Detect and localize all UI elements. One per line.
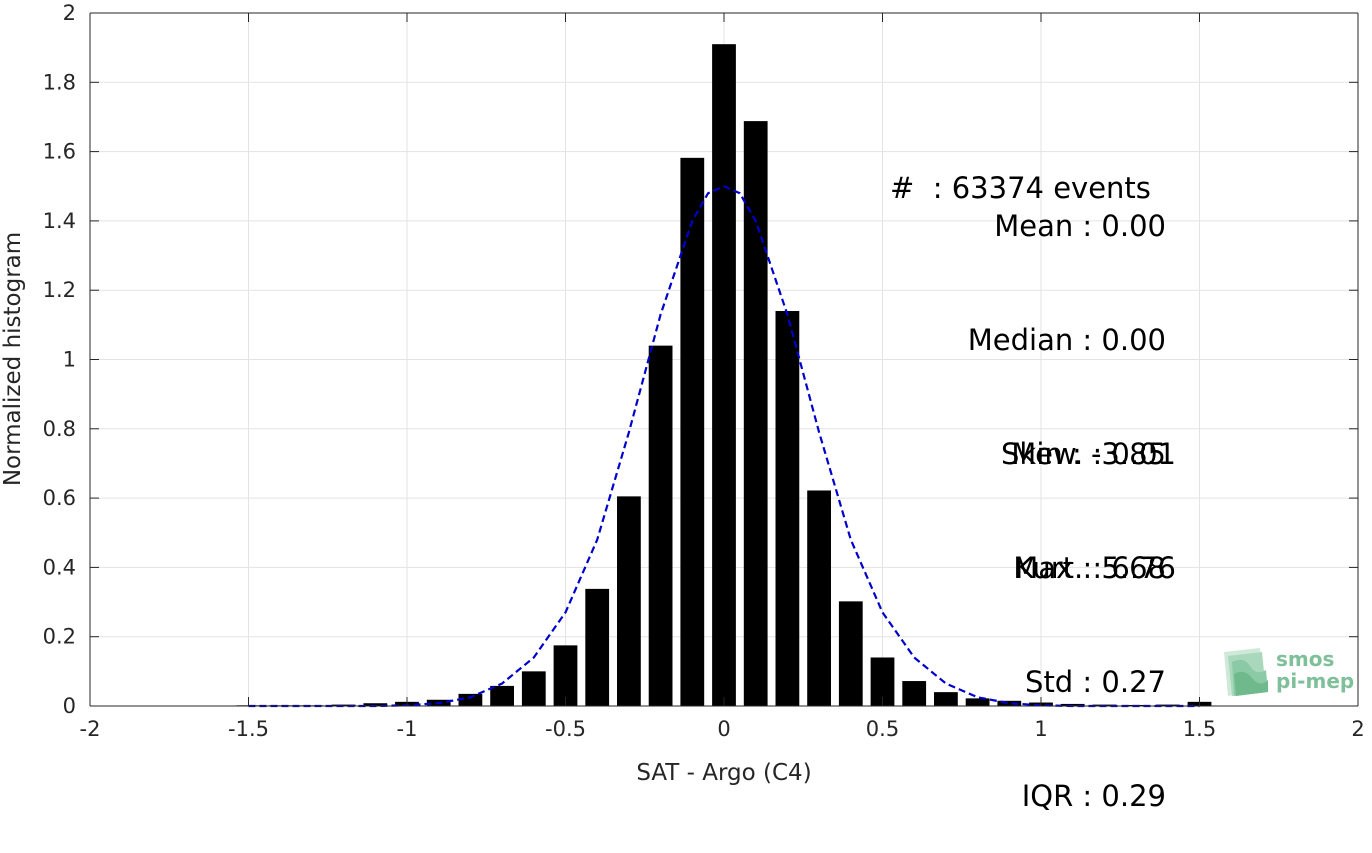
stat-mean: Mean : 0.00 — [994, 209, 1166, 243]
x-tick-label: -1.5 — [228, 717, 269, 741]
histogram-bars — [236, 44, 1212, 707]
y-axis-label: Normalized histogram — [0, 232, 26, 486]
tick-labels: -2 -1.5 -1 -0.5 0 0.5 1 1.5 2 0 0.2 0.4 0.6 0.8 1 1.2 1.… — [43, 1, 1365, 741]
histogram-bar — [648, 345, 673, 706]
stat-iqr: IQR : 0.29 — [1021, 779, 1166, 813]
x-tick-label: -1 — [397, 717, 418, 741]
stat-max: Max : 5.68 — [1013, 551, 1166, 585]
stat-events: # : 63374 events — [890, 171, 1151, 205]
stats-annotation: # : 63374 events — [890, 93, 1151, 245]
x-tick-label: -2 — [80, 717, 101, 741]
stat-kurt: Kurt. : 6.76 — [1014, 551, 1176, 585]
y-tick-label: 1.8 — [43, 70, 76, 94]
histogram-bar — [807, 490, 831, 706]
histogram-bar — [934, 692, 958, 706]
y-tick-label: 0.8 — [43, 417, 76, 441]
histogram-bar — [617, 496, 641, 706]
histogram-bar — [965, 698, 990, 706]
stat-skew: Skew. : 0.01 — [1000, 437, 1176, 471]
y-tick-label: 1.4 — [43, 209, 76, 233]
y-tick-label: 1.6 — [43, 140, 76, 164]
logo-line1: smos — [1276, 647, 1335, 671]
x-tick-label: 0 — [717, 717, 730, 741]
stats-annotation-right2: Skew. : 0.01 Kurt. : 6.76 — [1001, 359, 1176, 625]
y-tick-label: 0.4 — [43, 555, 76, 579]
histogram-bar — [902, 681, 927, 706]
x-tick-label: -0.5 — [545, 717, 586, 741]
x-tick-label: 2 — [1351, 717, 1364, 741]
logo-line2: pi-mep — [1276, 669, 1355, 693]
y-tick-label: 1 — [63, 348, 76, 372]
stat-min: Min : -3.85 — [1011, 437, 1166, 471]
histogram-bar — [997, 700, 1022, 706]
axes — [89, 12, 1359, 707]
histogram-bar — [680, 157, 705, 706]
histogram-bar — [490, 685, 514, 706]
histogram-bar — [870, 657, 895, 706]
histogram-bar — [585, 588, 610, 706]
histogram-bar — [458, 693, 483, 706]
histogram-bar — [363, 703, 388, 706]
y-tick-label: 0.2 — [43, 625, 76, 649]
y-tick-label: 2 — [63, 1, 76, 25]
histogram-bar — [521, 671, 546, 706]
y-tick-label: 1.2 — [43, 278, 76, 302]
x-tick-label: 1 — [1034, 717, 1047, 741]
stat-std: Std : 0.27 — [1025, 665, 1166, 699]
logo-waves-icon — [1224, 648, 1268, 696]
x-tick-label: 0.5 — [866, 717, 899, 741]
histogram-bar — [553, 645, 578, 706]
fit-curve-layer — [248, 185, 1200, 708]
x-tick-label: 1.5 — [1183, 717, 1216, 741]
chart-canvas: -2 -1.5 -1 -0.5 0 0.5 1 1.5 2 0 0.2 0.4 0.6 0.8 1 1.2 1.… — [0, 1, 1365, 786]
smos-pi-mep-logo: smos pi-mep — [1220, 646, 1360, 698]
stat-median: Median : 0.00 — [967, 323, 1166, 357]
histogram-bar — [712, 44, 736, 707]
y-tick-label: 0.6 — [43, 486, 76, 510]
histogram-bar — [743, 121, 768, 706]
fit-curve — [248, 185, 1200, 708]
x-axis-label: SAT - Argo (C4) — [636, 760, 811, 786]
histogram-bar — [838, 601, 863, 706]
y-tick-label: 0 — [63, 694, 76, 718]
histogram-bar — [775, 310, 800, 706]
histogram-bar — [331, 704, 356, 706]
